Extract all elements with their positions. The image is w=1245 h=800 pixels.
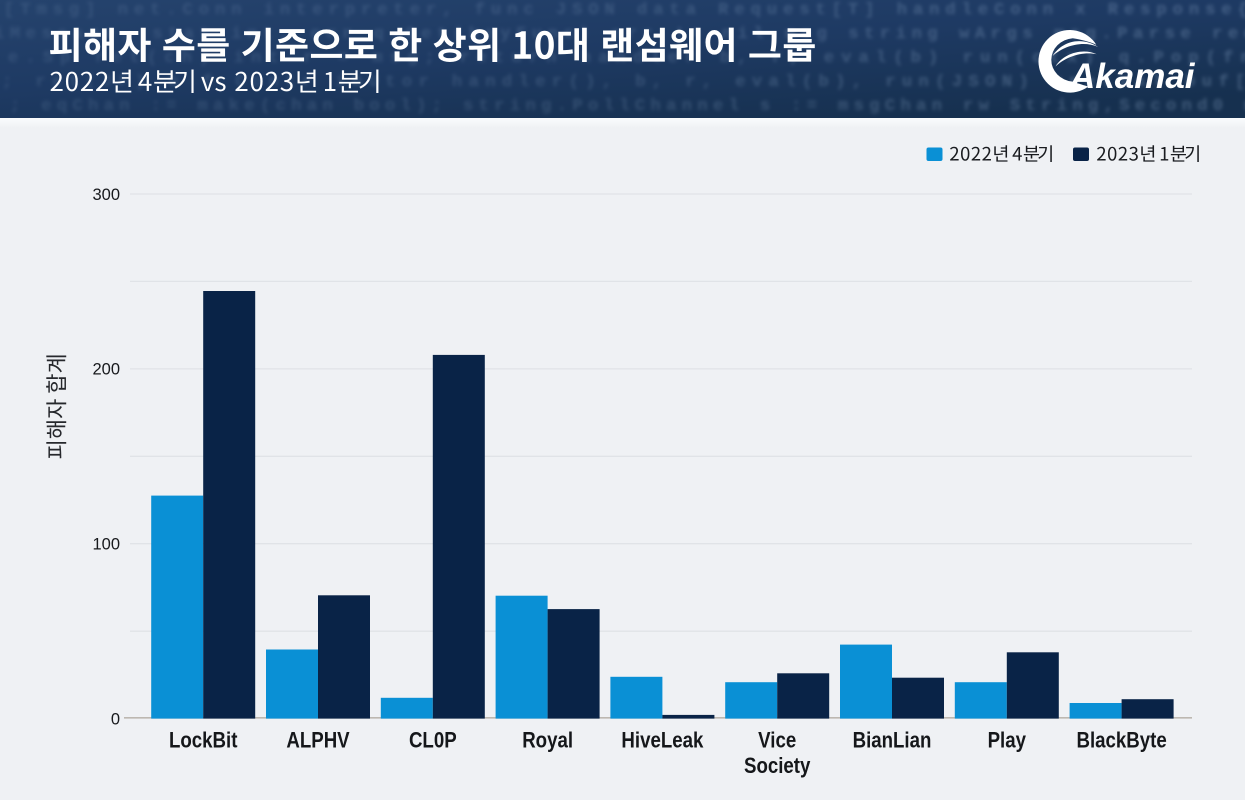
svg-text:BianLian: BianLian xyxy=(853,728,932,753)
svg-text:BlackByte: BlackByte xyxy=(1076,728,1166,753)
svg-text:HiveLeak: HiveLeak xyxy=(621,728,703,753)
svg-text:100: 100 xyxy=(92,536,120,554)
svg-text:Akamai: Akamai xyxy=(1069,57,1196,96)
svg-text:300: 300 xyxy=(92,186,120,204)
svg-text:CL0P: CL0P xyxy=(409,728,457,753)
svg-text:ALPHV: ALPHV xyxy=(286,728,349,753)
svg-text:Play: Play xyxy=(988,728,1027,753)
svg-text:200: 200 xyxy=(92,361,120,379)
svg-text:Royal: Royal xyxy=(522,728,573,753)
svg-text:0: 0 xyxy=(111,710,120,728)
svg-text:Society: Society xyxy=(744,753,811,778)
svg-text:[Tmsg] net.Conn interpreter, f: [Tmsg] net.Conn interpreter, func JSON d… xyxy=(4,1,1245,20)
svg-text:LockBit: LockBit xyxy=(169,728,238,753)
svg-text:Vice: Vice xyxy=(758,728,796,753)
